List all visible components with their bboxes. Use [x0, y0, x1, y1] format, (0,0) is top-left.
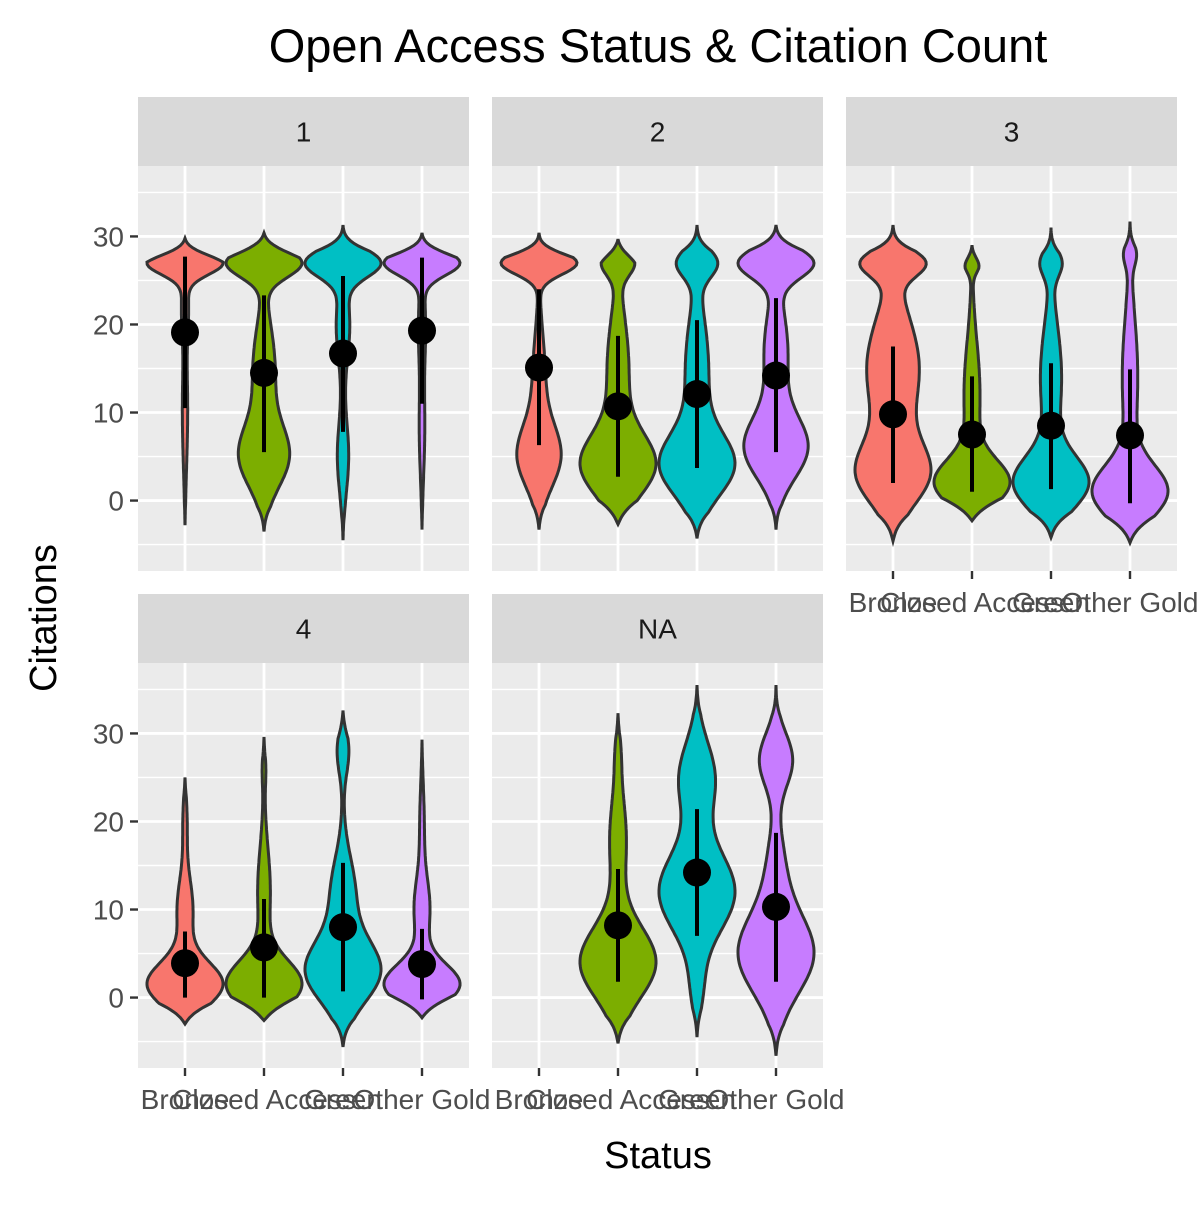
- x-tick-label: Other Gold: [1062, 587, 1199, 618]
- facet-panel-2: 2: [492, 97, 823, 571]
- x-tick-label: Other Gold: [708, 1084, 845, 1115]
- mean-point: [1037, 411, 1065, 440]
- x-tick-label: Bronze: [849, 587, 938, 618]
- mean-point: [408, 950, 436, 979]
- mean-point: [762, 361, 790, 390]
- facet-strip-label: 4: [296, 614, 312, 645]
- mean-point: [408, 316, 436, 345]
- x-tick-label: Green: [1012, 587, 1090, 618]
- mean-point: [683, 380, 711, 409]
- violin-closed-access: [224, 736, 304, 1023]
- x-tick-label: Other Gold: [354, 1084, 491, 1115]
- y-tick-label: 30: [93, 221, 124, 252]
- facet-strip-label: 3: [1004, 117, 1020, 148]
- facet-strip: [492, 97, 823, 166]
- facet-strip: [138, 97, 469, 166]
- mean-point: [762, 892, 790, 921]
- mean-point: [683, 858, 711, 887]
- y-tick-label: 20: [93, 806, 124, 837]
- y-axis-label: Citations: [23, 544, 65, 692]
- x-tick-label: Green: [304, 1084, 382, 1115]
- y-tick-label: 0: [108, 486, 124, 517]
- x-axis-label: Status: [604, 1135, 712, 1177]
- facet-strip-label: 1: [296, 117, 312, 148]
- x-tick-label: Green: [658, 1084, 736, 1115]
- facet-strip: [492, 594, 823, 663]
- mean-point: [250, 358, 278, 387]
- mean-point: [604, 911, 632, 940]
- mean-point: [329, 913, 357, 942]
- y-tick-label: 10: [93, 398, 124, 429]
- facet-strip: [138, 594, 469, 663]
- violin-bronze: [145, 777, 225, 1027]
- mean-point: [1116, 421, 1144, 450]
- mean-point: [604, 392, 632, 421]
- x-tick-label: Bronze: [141, 1084, 230, 1115]
- x-tick-label: Closed Access: [172, 1084, 356, 1115]
- x-tick-label: Bronze: [495, 1084, 584, 1115]
- mean-point: [171, 949, 199, 978]
- y-tick-label: 30: [93, 718, 124, 749]
- mean-point: [879, 400, 907, 429]
- y-tick-label: 20: [93, 309, 124, 340]
- facet-strip-label: NA: [638, 614, 677, 645]
- mean-point: [958, 420, 986, 449]
- y-tick-label: 10: [93, 895, 124, 926]
- x-tick-label: Closed Access: [880, 587, 1064, 618]
- facet-strip-label: 2: [650, 117, 666, 148]
- mean-point: [329, 339, 357, 368]
- mean-point: [250, 933, 278, 962]
- chart-title: Open Access Status & Citation Count: [269, 19, 1048, 72]
- y-tick-label: 0: [108, 983, 124, 1014]
- mean-point: [171, 318, 199, 347]
- facet-strip: [846, 97, 1177, 166]
- violin-other-gold: [382, 739, 462, 1021]
- mean-point: [525, 353, 553, 382]
- x-tick-label: Closed Access: [526, 1084, 710, 1115]
